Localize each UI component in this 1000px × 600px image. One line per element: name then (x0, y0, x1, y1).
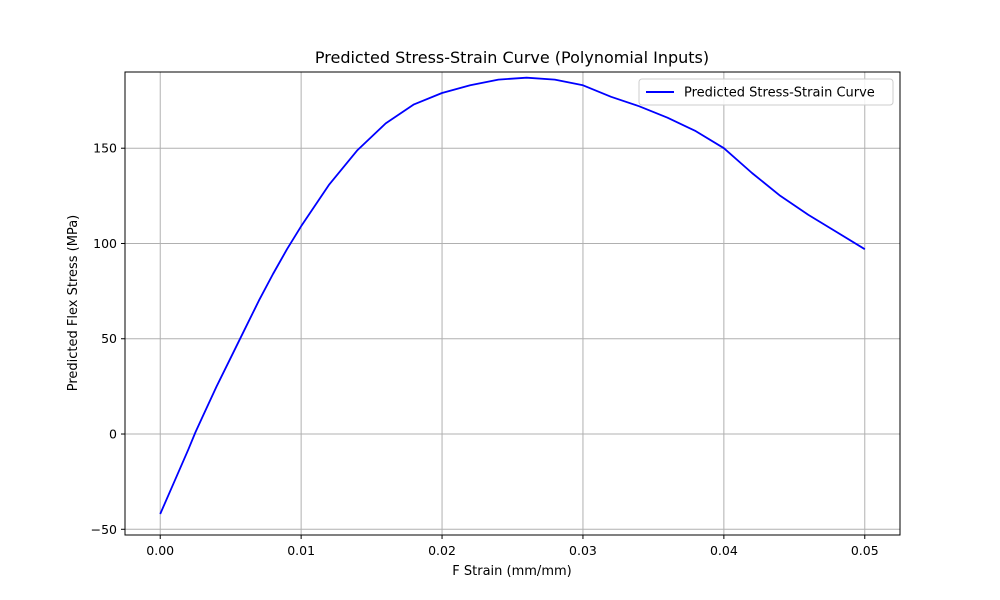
x-tick-label: 0.01 (287, 543, 315, 558)
plot-frame (124, 71, 901, 536)
x-axis-label: F Strain (mm/mm) (452, 564, 571, 579)
chart-title: Predicted Stress-Strain Curve (Polynomia… (315, 48, 709, 67)
legend-entry: Predicted Stress-Strain Curve (684, 86, 875, 101)
grid (125, 72, 900, 535)
legend: Predicted Stress-Strain Curve (638, 78, 894, 106)
axis-ticks: 0.00 0.01 0.02 0.03 0.04 0.05 −50 0 50 100 150 (91, 141, 879, 558)
legend-box (638, 78, 894, 106)
y-tick-label: −50 (91, 522, 117, 537)
y-axis-label: Predicted Flex Stress (MPa) (66, 215, 81, 392)
y-tick-label: 50 (101, 331, 117, 346)
x-tick-label: 0.05 (851, 543, 879, 558)
series-line (159, 76, 866, 515)
y-tick-label: 100 (93, 236, 117, 251)
x-tick-label: 0.04 (710, 543, 738, 558)
x-tick-label: 0.03 (569, 543, 597, 558)
y-tick-label: 150 (93, 141, 117, 156)
y-tick-label: 0 (109, 427, 117, 442)
series-layer (159, 76, 866, 515)
x-tick-label: 0.00 (146, 543, 174, 558)
x-tick-label: 0.02 (428, 543, 456, 558)
